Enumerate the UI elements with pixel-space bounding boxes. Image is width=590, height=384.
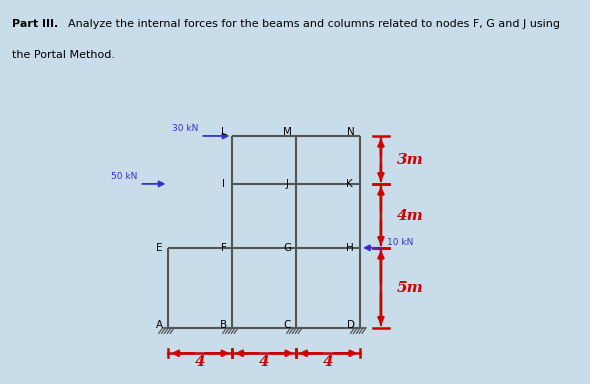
- Text: E: E: [156, 243, 163, 253]
- Text: 4m: 4m: [397, 209, 424, 223]
- Text: 4: 4: [195, 355, 206, 369]
- Text: F: F: [221, 243, 227, 253]
- Text: Analyze the internal forces for the beams and columns related to nodes F, G and : Analyze the internal forces for the beam…: [68, 19, 560, 29]
- Text: N: N: [348, 127, 355, 137]
- Text: 30 kN: 30 kN: [172, 124, 198, 133]
- Text: the Portal Method.: the Portal Method.: [12, 50, 115, 60]
- Text: 4: 4: [259, 355, 270, 369]
- Text: 50 kN: 50 kN: [111, 172, 137, 181]
- Text: I: I: [222, 179, 225, 189]
- Text: K: K: [346, 179, 353, 189]
- Text: 4: 4: [323, 355, 333, 369]
- Text: D: D: [348, 320, 355, 330]
- Text: C: C: [284, 320, 291, 330]
- Text: A: A: [156, 320, 163, 330]
- Text: 5m: 5m: [397, 281, 424, 295]
- Text: M: M: [283, 127, 292, 137]
- Text: H: H: [346, 243, 353, 253]
- Text: B: B: [220, 320, 227, 330]
- Text: 3m: 3m: [397, 153, 424, 167]
- Text: G: G: [283, 243, 291, 253]
- Text: L: L: [221, 127, 227, 137]
- Text: J: J: [286, 179, 289, 189]
- Text: Part III.: Part III.: [12, 19, 58, 29]
- Text: 10 kN: 10 kN: [386, 238, 413, 247]
